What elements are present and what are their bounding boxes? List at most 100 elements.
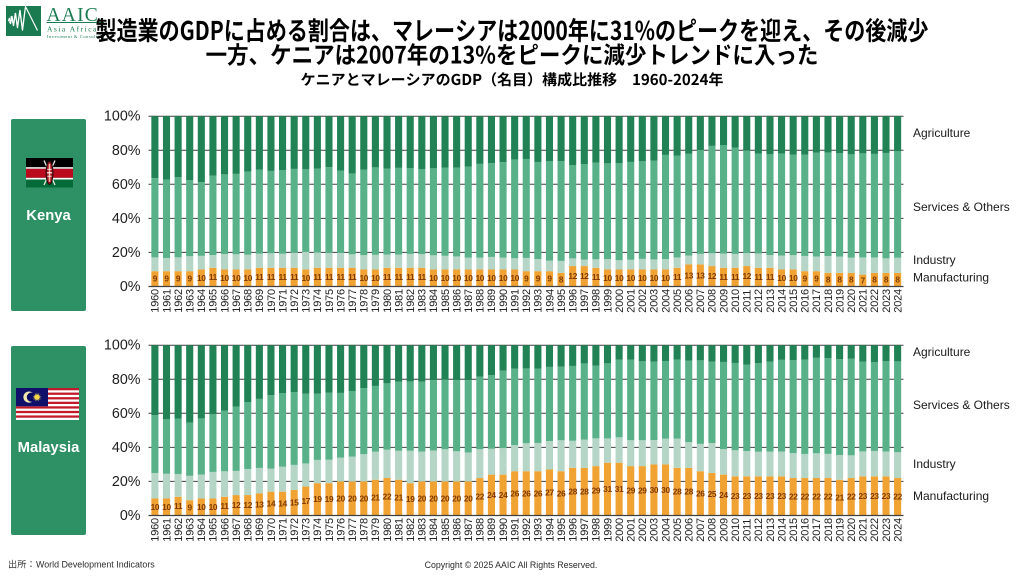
svg-text:1973: 1973 bbox=[301, 518, 313, 542]
svg-text:1984: 1984 bbox=[428, 518, 440, 542]
svg-text:11: 11 bbox=[395, 272, 404, 282]
svg-text:23: 23 bbox=[731, 491, 740, 501]
svg-text:28: 28 bbox=[673, 487, 682, 497]
svg-text:2004: 2004 bbox=[660, 289, 672, 313]
svg-text:2018: 2018 bbox=[823, 518, 835, 542]
svg-text:11: 11 bbox=[754, 272, 763, 282]
svg-text:2023: 2023 bbox=[881, 518, 893, 542]
svg-text:28: 28 bbox=[580, 487, 589, 497]
svg-text:2021: 2021 bbox=[858, 518, 870, 542]
svg-text:29: 29 bbox=[626, 486, 635, 496]
svg-text:24: 24 bbox=[487, 490, 496, 500]
svg-text:1971: 1971 bbox=[277, 289, 289, 313]
svg-text:21: 21 bbox=[394, 493, 403, 503]
svg-text:12: 12 bbox=[568, 271, 577, 281]
svg-text:1996: 1996 bbox=[568, 518, 580, 542]
svg-text:22: 22 bbox=[847, 492, 856, 502]
svg-text:2005: 2005 bbox=[672, 289, 684, 313]
svg-text:2012: 2012 bbox=[753, 289, 765, 313]
svg-text:1974: 1974 bbox=[312, 289, 324, 313]
svg-text:2020: 2020 bbox=[846, 518, 858, 542]
svg-text:Industry: Industry bbox=[913, 457, 956, 471]
svg-text:8: 8 bbox=[826, 275, 831, 285]
svg-text:1983: 1983 bbox=[417, 518, 429, 542]
svg-text:1997: 1997 bbox=[579, 289, 591, 313]
svg-text:11: 11 bbox=[279, 272, 288, 282]
svg-text:11: 11 bbox=[174, 501, 183, 511]
svg-text:1969: 1969 bbox=[254, 289, 266, 313]
svg-text:2007: 2007 bbox=[695, 518, 707, 542]
svg-text:1982: 1982 bbox=[405, 289, 417, 313]
svg-text:20%: 20% bbox=[112, 474, 141, 490]
svg-text:11: 11 bbox=[418, 272, 427, 282]
svg-text:2010: 2010 bbox=[730, 289, 742, 313]
svg-text:1961: 1961 bbox=[161, 518, 173, 542]
svg-text:1977: 1977 bbox=[347, 289, 359, 313]
svg-text:80%: 80% bbox=[112, 372, 141, 388]
svg-text:Agriculture: Agriculture bbox=[913, 126, 971, 140]
svg-text:1972: 1972 bbox=[289, 518, 301, 542]
svg-text:AAIC: AAIC bbox=[47, 5, 99, 26]
svg-text:1987: 1987 bbox=[463, 289, 475, 313]
svg-text:1960: 1960 bbox=[150, 289, 162, 313]
svg-text:1970: 1970 bbox=[266, 289, 278, 313]
svg-text:2016: 2016 bbox=[800, 518, 812, 542]
svg-text:14: 14 bbox=[267, 499, 276, 509]
svg-text:15: 15 bbox=[290, 498, 299, 508]
svg-text:23: 23 bbox=[870, 491, 879, 501]
svg-text:8: 8 bbox=[895, 275, 900, 285]
svg-text:10: 10 bbox=[429, 273, 438, 283]
svg-text:11: 11 bbox=[383, 272, 392, 282]
svg-text:1991: 1991 bbox=[510, 289, 522, 313]
svg-text:22: 22 bbox=[893, 492, 902, 502]
svg-text:1976: 1976 bbox=[335, 518, 347, 542]
svg-text:2024: 2024 bbox=[892, 289, 904, 313]
svg-text:2007: 2007 bbox=[695, 289, 707, 313]
svg-text:2021: 2021 bbox=[858, 289, 870, 313]
svg-text:1982: 1982 bbox=[405, 518, 417, 542]
svg-text:1964: 1964 bbox=[196, 518, 208, 542]
svg-text:10: 10 bbox=[789, 273, 798, 283]
svg-text:8: 8 bbox=[849, 275, 854, 285]
svg-text:0%: 0% bbox=[120, 508, 141, 524]
svg-text:1978: 1978 bbox=[359, 518, 371, 542]
svg-text:13: 13 bbox=[696, 270, 705, 280]
svg-text:10: 10 bbox=[220, 273, 229, 283]
svg-text:1990: 1990 bbox=[498, 518, 510, 542]
svg-text:1968: 1968 bbox=[243, 518, 255, 542]
svg-text:1974: 1974 bbox=[312, 518, 324, 542]
svg-text:1994: 1994 bbox=[544, 289, 556, 313]
svg-text:1960: 1960 bbox=[150, 518, 162, 542]
svg-text:8: 8 bbox=[837, 275, 842, 285]
svg-text:2009: 2009 bbox=[718, 518, 730, 542]
svg-text:2024: 2024 bbox=[892, 518, 904, 542]
svg-text:24: 24 bbox=[719, 490, 728, 500]
svg-text:9: 9 bbox=[188, 503, 193, 513]
svg-text:31: 31 bbox=[603, 484, 612, 494]
svg-text:10: 10 bbox=[661, 273, 670, 283]
svg-text:11: 11 bbox=[255, 272, 264, 282]
svg-text:1968: 1968 bbox=[243, 289, 255, 313]
svg-text:23: 23 bbox=[754, 491, 763, 501]
svg-text:10: 10 bbox=[615, 273, 624, 283]
svg-text:2001: 2001 bbox=[626, 289, 638, 313]
svg-text:11: 11 bbox=[766, 272, 775, 282]
svg-text:10: 10 bbox=[359, 273, 368, 283]
svg-text:40%: 40% bbox=[112, 440, 141, 456]
svg-text:11: 11 bbox=[313, 272, 322, 282]
svg-text:Agriculture: Agriculture bbox=[913, 345, 971, 359]
svg-text:60%: 60% bbox=[112, 177, 141, 193]
svg-text:2002: 2002 bbox=[637, 518, 649, 542]
svg-text:26: 26 bbox=[534, 488, 543, 498]
svg-text:25: 25 bbox=[708, 489, 717, 499]
svg-text:60%: 60% bbox=[112, 406, 141, 422]
svg-text:10: 10 bbox=[197, 273, 206, 283]
svg-text:2022: 2022 bbox=[869, 289, 881, 313]
svg-text:12: 12 bbox=[580, 271, 589, 281]
svg-text:20: 20 bbox=[348, 493, 357, 503]
svg-text:21: 21 bbox=[371, 493, 380, 503]
svg-text:23: 23 bbox=[777, 491, 786, 501]
svg-text:1967: 1967 bbox=[231, 289, 243, 313]
svg-text:40%: 40% bbox=[112, 211, 141, 227]
svg-text:1997: 1997 bbox=[579, 518, 591, 542]
